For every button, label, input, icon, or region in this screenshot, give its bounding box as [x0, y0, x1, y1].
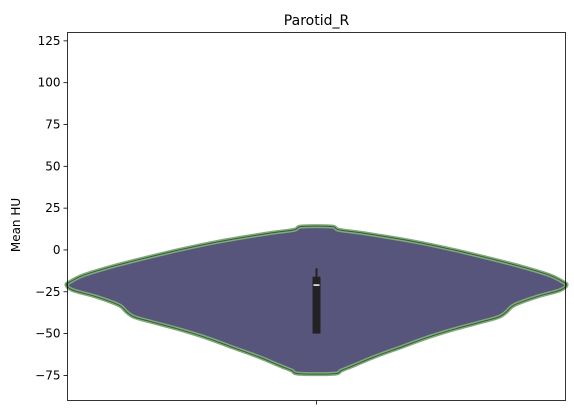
- plot-area: [64, 224, 569, 377]
- y-tick-label: −50: [35, 327, 60, 341]
- chart-title: Parotid_R: [284, 13, 350, 29]
- y-tick-label: 75: [45, 118, 60, 132]
- y-tick-label: −75: [35, 368, 60, 382]
- violin-outline: [65, 225, 568, 375]
- y-axis-label: Mean HU: [9, 198, 23, 252]
- box-iqr: [312, 276, 321, 334]
- y-tick-label: 25: [45, 201, 60, 215]
- y-tick-label: 50: [45, 159, 60, 173]
- y-tick-label: −25: [35, 285, 60, 299]
- y-tick-label: 100: [38, 76, 61, 90]
- box-layer: [312, 268, 321, 334]
- y-tick-label: 125: [38, 34, 61, 48]
- y-tick-label: 0: [53, 243, 61, 257]
- y-axis: −75 −50 −25 0 25 50 75 100 125: [35, 34, 68, 382]
